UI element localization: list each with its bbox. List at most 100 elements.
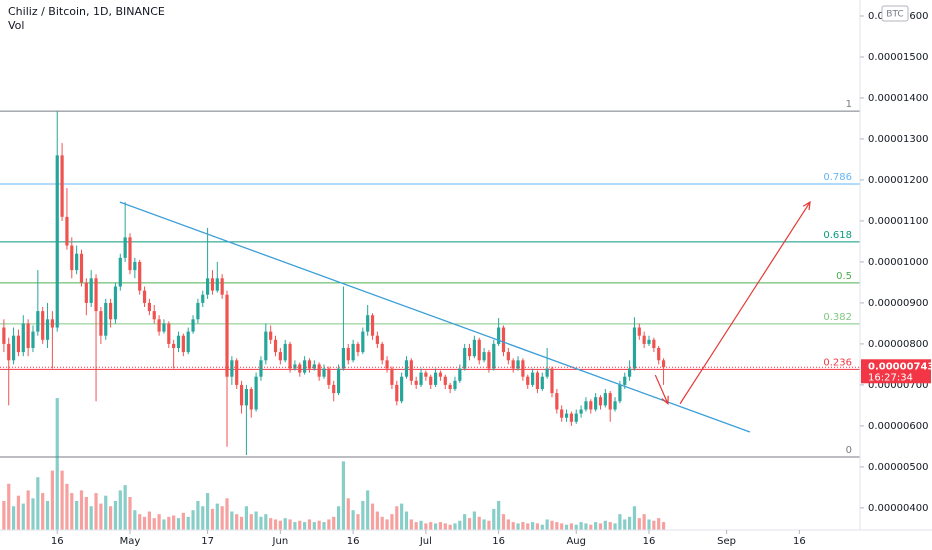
candle-body — [108, 302, 113, 320]
fib-label: 0.786 — [823, 172, 852, 183]
x-tick-label: 16 — [51, 536, 64, 547]
volume-bar — [632, 506, 637, 530]
candle-body — [627, 368, 632, 377]
volume-bar — [467, 518, 472, 530]
candle-body — [652, 339, 656, 349]
candle-body — [603, 393, 607, 406]
volume-bar — [366, 490, 370, 530]
volume-bar — [283, 518, 287, 530]
volume-bar — [45, 500, 50, 530]
candle-body — [230, 360, 234, 377]
volume-bar — [657, 518, 661, 530]
candle-body — [623, 376, 627, 385]
candle-body — [128, 237, 132, 271]
y-tick-label: 0.00000800 — [868, 339, 928, 350]
candle-body — [288, 343, 292, 369]
volume-bar — [138, 514, 142, 530]
volume-bar — [560, 523, 564, 530]
candle-body — [283, 343, 287, 361]
candle-body — [433, 372, 438, 385]
volume-layer — [2, 398, 666, 530]
candle-body — [540, 376, 544, 389]
candle-body — [167, 323, 171, 344]
candle-body — [346, 348, 350, 361]
candle-body — [516, 360, 520, 369]
volume-bar — [273, 519, 278, 530]
candle-body — [361, 331, 365, 353]
candle-body — [642, 335, 646, 344]
volume-bar — [21, 503, 25, 530]
volume-bar — [400, 503, 404, 530]
y-tick-label: 0.00000700 — [868, 380, 928, 391]
fib-label: 1 — [846, 99, 852, 110]
volume-bar — [186, 516, 190, 530]
volume-bar — [487, 520, 491, 530]
volume-bar — [225, 498, 229, 530]
volume-bar — [395, 506, 399, 530]
candle-body — [560, 409, 564, 418]
volume-bar — [70, 493, 74, 530]
volume-bar — [157, 514, 161, 530]
volume-bar — [2, 500, 6, 530]
volume-bar — [307, 519, 312, 530]
volume-bar — [142, 516, 147, 530]
candle-body — [11, 335, 16, 361]
volume-bar — [215, 503, 219, 530]
volume-bar — [75, 500, 79, 530]
candle-body — [458, 368, 462, 381]
y-tick-label: 0.00001100 — [868, 216, 928, 227]
trendline — [119, 201, 751, 433]
volume-bar — [346, 498, 350, 530]
volume-bar — [579, 522, 583, 530]
candle-body — [327, 368, 331, 385]
candle-body — [162, 323, 166, 332]
candle-body — [574, 413, 578, 422]
fib-label: 0.618 — [823, 230, 852, 241]
volume-bar — [627, 516, 632, 530]
chart-title: Chiliz / Bitcoin, 1D, BINANCE — [8, 5, 165, 18]
candle-body — [351, 343, 355, 361]
currency-badge[interactable] — [881, 5, 909, 22]
candle-body — [147, 302, 151, 312]
volume-bar — [540, 524, 544, 530]
candle-body — [31, 331, 35, 349]
candle-body — [172, 343, 176, 349]
volume-bar — [661, 522, 666, 530]
volume-bar — [99, 503, 103, 530]
volume-bar — [574, 524, 578, 530]
candle-body — [298, 364, 302, 373]
volume-bar — [293, 522, 297, 530]
candle-body — [472, 339, 476, 357]
volume-bar — [336, 506, 341, 530]
candle-body — [632, 327, 637, 369]
volume-bar — [269, 518, 273, 530]
axis-layer: 0.000016000.000015000.000014000.00001300… — [51, 11, 932, 547]
volume-bar — [55, 398, 59, 530]
volume-bar — [375, 511, 379, 530]
candle-body — [453, 380, 457, 389]
volume-bar — [201, 506, 205, 530]
y-tick-label: 0.00000400 — [868, 503, 928, 514]
candle-body — [545, 368, 549, 377]
candle-body — [142, 290, 147, 303]
volume-bar — [264, 514, 268, 530]
volume-bar — [113, 500, 118, 530]
candle-body — [239, 384, 244, 406]
candle-body — [176, 335, 181, 349]
volume-bar — [564, 524, 569, 530]
y-tick-label: 0.00000500 — [868, 462, 928, 473]
volume-bar — [463, 514, 467, 530]
candle-body — [36, 311, 40, 332]
candle-body — [657, 348, 661, 361]
volume-bar — [89, 506, 93, 530]
candle-body — [225, 294, 229, 377]
candle-body — [264, 331, 268, 361]
volume-bar — [390, 514, 394, 530]
candle-body — [104, 302, 108, 336]
volume-bar — [492, 508, 496, 530]
candle-body — [16, 335, 21, 353]
candle-body — [235, 360, 239, 385]
candle-body — [598, 397, 603, 406]
volume-bar — [351, 510, 355, 530]
candle-body — [191, 319, 195, 332]
